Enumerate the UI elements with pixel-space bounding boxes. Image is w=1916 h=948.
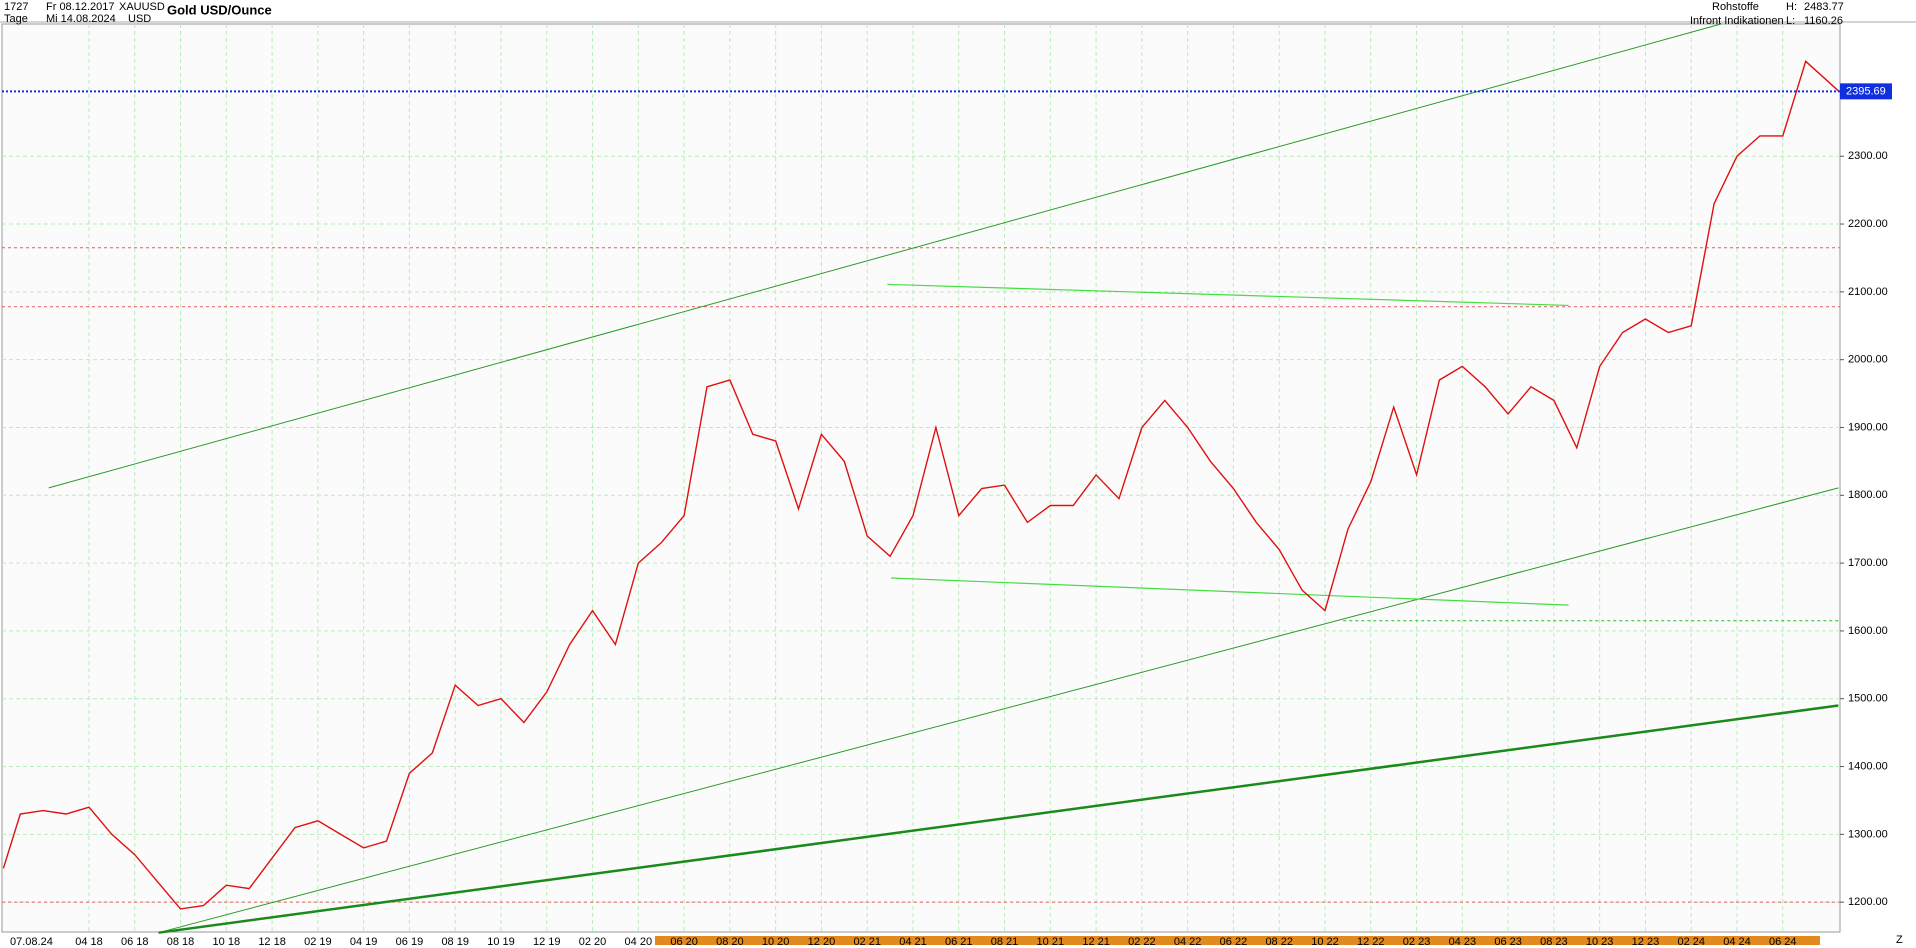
y-tick-label: 1500.00 <box>1848 693 1888 705</box>
x-tick-label: 12 22 <box>1357 936 1385 948</box>
x-tick-label: 06 21 <box>945 936 973 948</box>
trend-line <box>48 23 1722 489</box>
y-tick-label: 1800.00 <box>1848 489 1888 501</box>
y-tick-label: 1300.00 <box>1848 828 1888 840</box>
x-tick-label: 10 19 <box>487 936 515 948</box>
y-tick-label: 1600.00 <box>1848 625 1888 637</box>
x-tick-label: 02 19 <box>304 936 332 948</box>
x-tick-label: 02 21 <box>853 936 881 948</box>
x-tick-label: 02 23 <box>1403 936 1431 948</box>
x-tick-label: 06 24 <box>1769 936 1797 948</box>
x-tick-label: 08 20 <box>716 936 744 948</box>
x-tick-label: 04 23 <box>1449 936 1477 948</box>
trend-line <box>890 577 1569 606</box>
x-tick-label: 12 23 <box>1632 936 1660 948</box>
y-tick-label: 1400.00 <box>1848 760 1888 772</box>
x-tick-label: 04 20 <box>625 936 653 948</box>
y-tick-label: 2000.00 <box>1848 354 1888 366</box>
chart-title: Gold USD/Ounce <box>167 2 272 17</box>
date-label: 07.08.24 <box>10 936 53 948</box>
high-value: 2483.77 <box>1804 1 1844 13</box>
x-tick-label: 04 21 <box>899 936 927 948</box>
symbol: XAUUSD <box>119 1 165 13</box>
group: Rohstoffe <box>1712 1 1759 13</box>
currency: USD <box>128 13 151 25</box>
price-line <box>2 60 1840 910</box>
range-bar <box>655 936 1820 945</box>
x-tick-label: 04 19 <box>350 936 378 948</box>
low-value: 1160.26 <box>1804 15 1843 27</box>
corner-label[interactable]: Z <box>1896 934 1903 946</box>
x-tick-label: 10 22 <box>1311 936 1339 948</box>
source: Infront Indikationen <box>1690 15 1784 27</box>
x-tick-label: 06 23 <box>1494 936 1522 948</box>
x-tick-label: 02 24 <box>1677 936 1705 948</box>
x-tick-label: 06 18 <box>121 936 149 948</box>
period[interactable]: Tage <box>4 13 28 25</box>
x-tick-label: 04 18 <box>75 936 103 948</box>
x-tick-label: 12 18 <box>258 936 286 948</box>
trend-line <box>158 704 1839 934</box>
x-tick-label: 10 21 <box>1037 936 1065 948</box>
high-label: H: <box>1786 1 1797 13</box>
y-tick-label: 2100.00 <box>1848 286 1888 298</box>
low-label: L: <box>1786 15 1795 27</box>
y-tick-label: 1200.00 <box>1848 896 1888 908</box>
x-tick-label: 08 18 <box>167 936 195 948</box>
plot-area <box>1 23 1841 933</box>
last-price-box <box>1840 83 1892 100</box>
y-tick-label: 1900.00 <box>1848 421 1888 433</box>
x-tick-label: 12 21 <box>1082 936 1110 948</box>
x-tick-label: 06 20 <box>670 936 698 948</box>
x-tick-label: 08 23 <box>1540 936 1568 948</box>
x-tick-label: 12 19 <box>533 936 561 948</box>
x-tick-label: 08 21 <box>991 936 1019 948</box>
x-tick-label: 10 18 <box>213 936 241 948</box>
y-tick-label: 2300.00 <box>1848 150 1888 162</box>
x-tick-label: 10 23 <box>1586 936 1614 948</box>
x-tick-label: 10 20 <box>762 936 790 948</box>
trend-line <box>887 283 1569 307</box>
y-tick-label: 1700.00 <box>1848 557 1888 569</box>
y-tick-label: 2200.00 <box>1848 218 1888 230</box>
x-tick-label: 02 20 <box>579 936 607 948</box>
x-tick-label: 06 19 <box>396 936 424 948</box>
start-date: Fr 08.12.2017 <box>46 1 115 13</box>
x-tick-label: 04 22 <box>1174 936 1202 948</box>
last-price-label: 2395.69 <box>1846 85 1886 97</box>
x-tick-label: 12 20 <box>808 936 836 948</box>
end-date: Mi 14.08.2024 <box>46 13 116 25</box>
x-tick-label: 04 24 <box>1723 936 1751 948</box>
bar-count[interactable]: 1727 <box>4 1 28 13</box>
trend-line <box>158 487 1839 934</box>
x-tick-label: 02 22 <box>1128 936 1156 948</box>
x-tick-label: 06 22 <box>1220 936 1248 948</box>
x-tick-label: 08 22 <box>1265 936 1293 948</box>
x-tick-label: 08 19 <box>441 936 469 948</box>
